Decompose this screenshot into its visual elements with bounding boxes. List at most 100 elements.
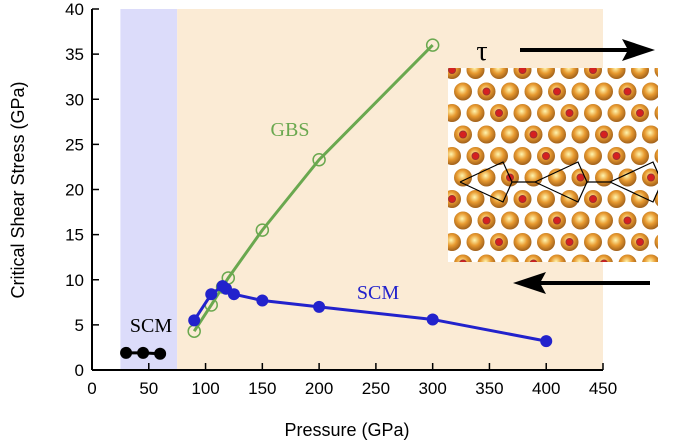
atom-marker (671, 260, 678, 267)
atom (666, 83, 684, 101)
y-tick-label: 35 (65, 45, 84, 64)
data-point-scm (426, 313, 439, 326)
atom (584, 233, 602, 251)
atom (595, 168, 613, 187)
atom-marker (660, 196, 667, 203)
atom (618, 125, 637, 144)
atom (537, 190, 555, 208)
atom-marker (553, 87, 561, 96)
atom (454, 168, 472, 187)
atom-marker (482, 216, 491, 225)
y-tick-label: 25 (65, 135, 84, 154)
atom (490, 68, 508, 79)
atom (513, 233, 532, 251)
data-point-gbs (425, 38, 440, 52)
atom (448, 104, 461, 122)
x-tick-label: 250 (362, 379, 390, 398)
atom-marker (565, 238, 574, 246)
atom (513, 104, 532, 122)
atom (454, 82, 472, 101)
data-point-scm (313, 300, 326, 313)
atom-marker (636, 109, 644, 117)
atom (654, 234, 658, 250)
atom (466, 104, 485, 122)
atom-marker (529, 130, 538, 139)
atom-marker (459, 259, 467, 262)
grain-boundary-unit (609, 161, 658, 203)
atom (571, 125, 590, 144)
atomic-lattice-inset (448, 68, 684, 267)
x-tick-label: 300 (418, 379, 446, 398)
atom (454, 211, 472, 230)
atom-marker (636, 238, 644, 246)
atom (490, 147, 508, 165)
y-axis-label: Critical Shear Stress (GPa) (8, 81, 28, 298)
atom (595, 82, 613, 101)
atom (501, 254, 519, 262)
atom (631, 147, 649, 165)
label-gbs: GBS (271, 119, 310, 141)
atom (654, 105, 658, 121)
atom (477, 254, 496, 262)
x-tick-label: 0 (87, 379, 96, 398)
data-point-scm (205, 288, 218, 301)
atom (560, 190, 579, 208)
x-axis-label: Pressure (GPa) (284, 420, 409, 440)
atom-marker (542, 152, 550, 160)
atom-marker (647, 173, 655, 182)
atom (642, 125, 658, 144)
atom-marker (518, 195, 527, 203)
label-tau: τ (476, 36, 487, 67)
atom (584, 147, 602, 165)
data-point-scm (256, 294, 269, 307)
atom (607, 190, 626, 208)
atom (618, 254, 637, 262)
atom (607, 68, 626, 79)
atom (490, 190, 508, 208)
data-point-scm (137, 346, 150, 359)
atom (571, 82, 590, 101)
atom (560, 147, 579, 165)
atom (548, 125, 566, 144)
atom-marker (565, 109, 574, 117)
atom (595, 254, 613, 262)
label-scm-high: SCM (357, 282, 399, 304)
atom (618, 168, 637, 187)
atom-marker (623, 87, 632, 96)
atom (666, 169, 684, 187)
x-tick-label: 150 (248, 379, 276, 398)
inset-background (448, 68, 658, 262)
atom-marker (448, 68, 456, 74)
atom (595, 211, 613, 230)
atom-marker (589, 68, 597, 74)
label-scm-low: SCM (130, 315, 172, 337)
atom (448, 147, 461, 165)
atom-marker (448, 195, 456, 203)
atom (454, 254, 472, 262)
y-tick-label: 10 (65, 271, 84, 290)
data-point-gbs (255, 223, 270, 237)
x-tick-label: 350 (475, 379, 503, 398)
atom (477, 125, 496, 144)
data-point-scm (154, 347, 167, 360)
y-tick-label: 40 (65, 0, 84, 19)
atom (560, 68, 579, 79)
atom-marker (459, 130, 467, 139)
atom-marker (495, 109, 503, 117)
x-tick-label: 50 (139, 379, 158, 398)
x-tick-label: 450 (589, 379, 617, 398)
atom (666, 212, 684, 230)
atom (466, 190, 485, 208)
atom-marker (518, 68, 527, 74)
y-tick-label: 15 (65, 226, 84, 245)
atom (642, 211, 658, 230)
atom (642, 82, 658, 101)
atom (524, 254, 543, 262)
x-tick-label: 100 (191, 379, 219, 398)
atom-marker (553, 216, 561, 225)
atom-marker (612, 152, 621, 160)
atom (501, 82, 519, 101)
atom (537, 233, 555, 251)
x-tick-label: 200 (305, 379, 333, 398)
shaded-region-0 (120, 9, 178, 370)
